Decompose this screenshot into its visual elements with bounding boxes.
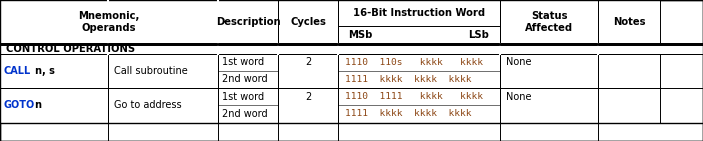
Text: 16-Bit Instruction Word: 16-Bit Instruction Word — [353, 8, 485, 18]
Text: CONTROL OPERATIONS: CONTROL OPERATIONS — [6, 44, 135, 54]
Bar — [598, 0, 660, 44]
Bar — [278, 88, 338, 123]
Text: 1st word: 1st word — [221, 58, 264, 68]
Bar — [338, 26, 500, 44]
Bar — [278, 54, 338, 88]
Text: 1110  1111   kkkk   kkkk: 1110 1111 kkkk kkkk — [345, 92, 483, 101]
Text: Cycles: Cycles — [290, 17, 326, 27]
Bar — [0, 88, 108, 123]
Bar — [0, 54, 108, 88]
Text: n, s: n, s — [35, 66, 55, 76]
Bar — [0, 0, 218, 44]
Text: 1111  kkkk  kkkk  kkkk: 1111 kkkk kkkk kkkk — [345, 75, 472, 84]
Text: n: n — [34, 101, 41, 111]
Text: MSb: MSb — [349, 30, 373, 40]
Text: GOTO: GOTO — [4, 101, 34, 111]
Bar — [500, 0, 598, 44]
Text: 2: 2 — [305, 58, 311, 68]
Bar — [500, 88, 598, 123]
Bar — [598, 88, 660, 123]
Text: Call subroutine: Call subroutine — [114, 66, 188, 76]
Bar — [598, 54, 660, 88]
Bar — [338, 0, 500, 26]
Text: Notes: Notes — [613, 17, 645, 27]
Text: 2nd word: 2nd word — [221, 109, 267, 119]
Bar — [278, 0, 338, 44]
Text: CALL: CALL — [4, 66, 31, 76]
Text: 1110  110s   kkkk   kkkk: 1110 110s kkkk kkkk — [345, 58, 483, 67]
Bar — [338, 88, 500, 123]
Bar — [338, 54, 500, 88]
Bar — [218, 0, 278, 44]
Bar — [218, 54, 278, 88]
Text: 1st word: 1st word — [221, 92, 264, 102]
Text: LSb: LSb — [469, 30, 489, 40]
Bar — [108, 54, 218, 88]
Text: 2nd word: 2nd word — [221, 74, 267, 84]
Text: 1111  kkkk  kkkk  kkkk: 1111 kkkk kkkk kkkk — [345, 110, 472, 118]
Text: None: None — [505, 58, 531, 68]
Bar — [500, 54, 598, 88]
Bar — [218, 88, 278, 123]
Text: Status
Affected: Status Affected — [525, 11, 573, 33]
Text: Description: Description — [216, 17, 280, 27]
Text: Mnemonic,
Operands: Mnemonic, Operands — [78, 11, 140, 33]
Bar — [0, 44, 703, 54]
Text: Go to address: Go to address — [114, 101, 181, 111]
Text: 2: 2 — [305, 92, 311, 102]
Text: None: None — [505, 92, 531, 102]
Bar — [108, 88, 218, 123]
